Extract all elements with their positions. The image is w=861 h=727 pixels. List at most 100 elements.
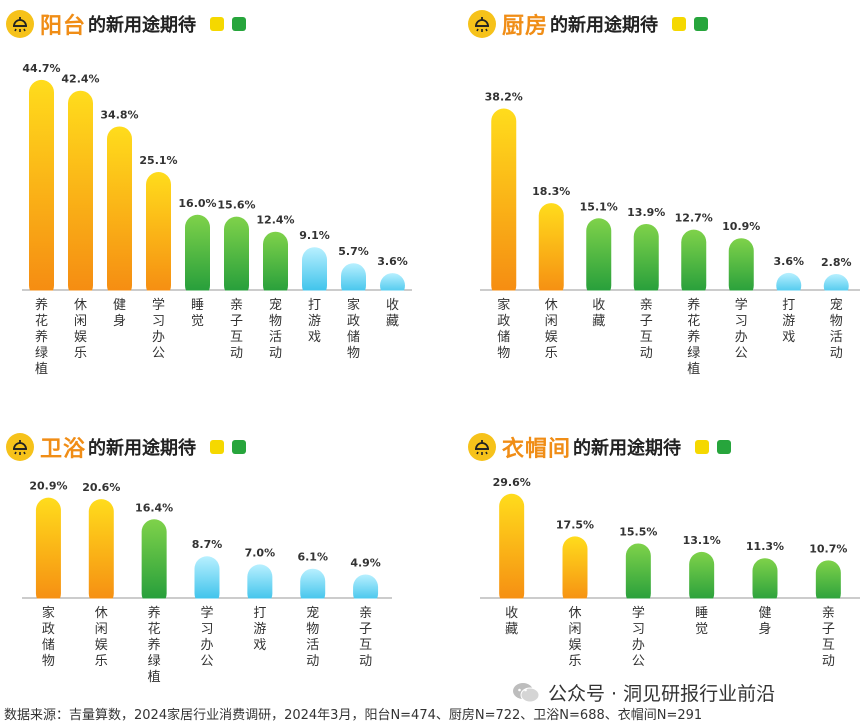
bar: [681, 229, 707, 298]
bar-base-mask: [727, 290, 755, 301]
lamp-icon: [6, 433, 34, 461]
bar-base-mask: [585, 290, 613, 301]
data-label: 15.1%: [580, 200, 618, 213]
category-label: 打游戏: [782, 298, 795, 345]
data-label: 7.0%: [245, 546, 276, 559]
bar-base-mask: [688, 598, 716, 609]
data-label: 20.6%: [82, 481, 120, 494]
wechat-icon: [513, 682, 540, 702]
panel-title-rest: 的新用途期待: [88, 438, 197, 459]
bar-base-mask: [28, 290, 55, 301]
panel-title-rest: 的新用途期待: [573, 438, 682, 459]
bar: [499, 493, 525, 606]
category-label: 学习办公: [632, 605, 645, 669]
bar-base-mask: [145, 290, 172, 301]
category-label: 亲子互动: [640, 298, 653, 361]
bar-base-mask: [624, 598, 652, 609]
bar-base-mask: [352, 598, 380, 609]
data-label: 15.6%: [217, 199, 255, 212]
chart-3: 29.6% 收藏 17.5% 休闲娱乐 15.5% 学习办公 13.1% 睡觉 11.3% 健身 1…: [480, 476, 860, 669]
bar: [141, 519, 167, 606]
category-label: 学习办公: [152, 297, 165, 361]
chart-0: 44.7% 养花养绿植 42.4% 休闲娱乐 34.8% 健身 25.1% 学习办公 16.0%…: [22, 62, 412, 377]
bar-base-mask: [340, 290, 367, 301]
bar: [586, 218, 612, 298]
category-label: 休闲娱乐: [95, 606, 108, 669]
category-label: 收藏: [386, 298, 399, 329]
bar: [107, 126, 132, 298]
bar: [88, 499, 114, 606]
green-legend-square: [232, 17, 247, 31]
panel-title-rest: 的新用途期待: [550, 15, 659, 36]
bar-base-mask: [301, 290, 328, 301]
yellow-legend-square: [210, 17, 225, 31]
category-label: 亲子互动: [359, 606, 372, 669]
category-label: 养花养绿植: [148, 605, 161, 685]
bar: [341, 263, 366, 298]
bar: [689, 551, 715, 606]
bar-base-mask: [106, 290, 133, 301]
data-label: 25.1%: [139, 154, 177, 167]
data-label: 3.6%: [773, 255, 804, 268]
bar: [491, 108, 517, 298]
data-label: 18.3%: [532, 185, 570, 198]
yellow-legend-square: [695, 440, 710, 454]
panel-title-kitchen: 厨房 的新用途期待: [468, 9, 709, 39]
bar: [263, 231, 288, 298]
category-label: 打游戏: [308, 298, 321, 345]
bar: [194, 556, 220, 606]
panel-title-main: 阳台: [40, 14, 87, 39]
category-label: 学习办公: [735, 297, 748, 361]
footer-source: 数据来源：吉量算数，2024家居行业消费调研，2024年3月，阳台N=474、厨…: [4, 708, 703, 723]
bar: [224, 216, 249, 298]
bar: [625, 543, 651, 606]
category-label: 养花养绿植: [687, 297, 700, 377]
category-label: 收藏: [505, 606, 518, 637]
data-label: 3.6%: [377, 255, 408, 268]
data-label: 44.7%: [22, 62, 60, 75]
category-label: 宠物活动: [269, 297, 282, 361]
category-label: 健身: [113, 298, 126, 329]
bar-base-mask: [680, 290, 708, 301]
data-label: 15.5%: [619, 525, 657, 538]
data-label: 42.4%: [61, 73, 99, 86]
panel-title-closet: 衣帽间 的新用途期待: [468, 432, 732, 462]
category-label: 休闲娱乐: [545, 298, 558, 361]
watermark-text: 公众号 · 洞见研报行业前沿: [548, 683, 776, 705]
category-label: 家政储物: [497, 297, 510, 361]
watermark: 公众号 · 洞见研报行业前沿: [512, 679, 775, 706]
panel-title-rest: 的新用途期待: [88, 15, 197, 36]
data-label: 13.1%: [683, 534, 721, 547]
category-label: 收藏: [592, 298, 605, 329]
data-label: 12.4%: [256, 214, 294, 227]
bar: [633, 223, 659, 298]
bar: [300, 568, 326, 606]
data-label: 17.5%: [556, 518, 594, 531]
bar: [29, 79, 54, 298]
yellow-legend-square: [210, 440, 225, 454]
chart-1: 38.2% 家政储物 18.3% 休闲娱乐 15.1% 收藏 13.9% 亲子互动 12.7% 养…: [480, 91, 860, 377]
bar: [185, 214, 210, 298]
lamp-icon: [468, 10, 496, 38]
bar: [68, 90, 93, 298]
bar-base-mask: [223, 290, 250, 301]
bar-base-mask: [751, 598, 779, 609]
data-label: 9.1%: [299, 229, 330, 242]
bar: [538, 203, 564, 298]
data-label: 34.8%: [100, 108, 138, 121]
bar-base-mask: [34, 598, 62, 609]
data-label: 8.7%: [192, 538, 223, 551]
bar-base-mask: [822, 290, 850, 301]
category-label: 健身: [758, 606, 771, 637]
bar: [146, 172, 171, 298]
bar-base-mask: [140, 598, 168, 609]
data-label: 13.9%: [627, 206, 665, 219]
data-label: 5.7%: [338, 245, 369, 258]
bar-base-mask: [814, 598, 842, 609]
bar-base-mask: [184, 290, 211, 301]
bar: [728, 238, 754, 298]
bar-base-mask: [561, 598, 589, 609]
data-label: 10.9%: [722, 220, 760, 233]
panel-title-main: 衣帽间: [502, 437, 572, 462]
